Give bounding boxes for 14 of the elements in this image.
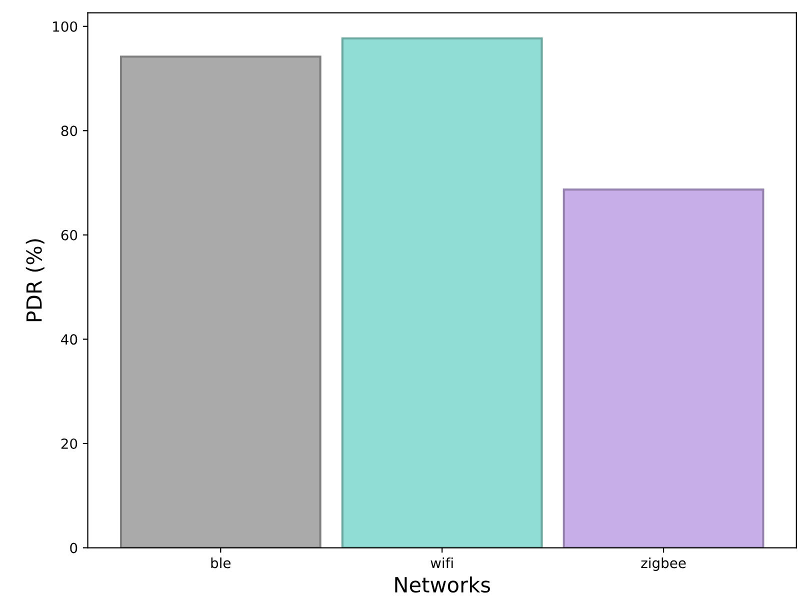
x-tick-label: zigbee	[641, 558, 686, 571]
bar	[120, 56, 322, 548]
bar	[562, 188, 764, 548]
x-tick-label: wifi	[430, 558, 453, 568]
y-tick-label: 20	[61, 438, 78, 449]
x-tick-label: ble	[211, 558, 231, 568]
y-tick-label: 60	[61, 230, 78, 240]
y-tick-label: 0	[70, 542, 78, 554]
y-tick-label: 40	[61, 334, 78, 345]
x-axis-title: Networks	[395, 576, 490, 593]
y-axis-title: PDR (%)	[26, 239, 44, 322]
y-tick-label: 100	[53, 21, 78, 32]
bar	[341, 37, 543, 548]
y-tick-label: 80	[61, 126, 78, 136]
